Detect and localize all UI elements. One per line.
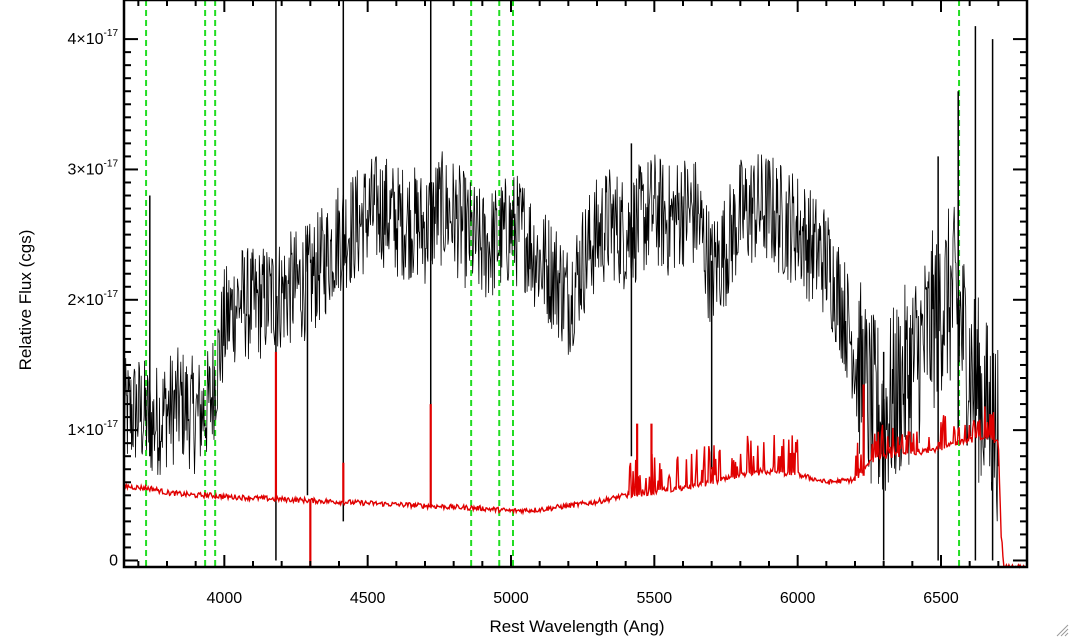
x-axis-tick-labels: 4000 4500 5000 5500 6000 6500 bbox=[207, 590, 959, 607]
y-tick-label: 2×10-17 bbox=[68, 289, 119, 309]
plot-frame bbox=[122, 0, 1029, 569]
y-tick-label: 3×10-17 bbox=[68, 158, 119, 178]
x-tick-label: 6500 bbox=[923, 590, 959, 607]
y-tick-label: 4×10-17 bbox=[68, 28, 119, 48]
series-2-line bbox=[123, 406, 1028, 569]
plot-area bbox=[122, 0, 1029, 569]
x-tick-label: 4500 bbox=[350, 590, 386, 607]
x-tick-label: 4000 bbox=[207, 590, 243, 607]
resize-grip-icon[interactable] bbox=[1055, 623, 1069, 637]
x-axis-title: Rest Wavelength (Ang) bbox=[489, 617, 664, 636]
x-tick-label: 5000 bbox=[493, 590, 529, 607]
x-tick-label: 5500 bbox=[637, 590, 673, 607]
y-tick-label: 0 bbox=[109, 552, 118, 569]
y-tick-label: 1×10-17 bbox=[68, 419, 119, 439]
series-1-line bbox=[123, 151, 999, 522]
y-axis-tick-labels: 0 1×10-17 2×10-17 3×10-17 4×10-17 bbox=[68, 28, 119, 569]
y-axis-title: Relative Flux (cgs) bbox=[16, 230, 35, 371]
x-tick-label: 6000 bbox=[780, 590, 816, 607]
